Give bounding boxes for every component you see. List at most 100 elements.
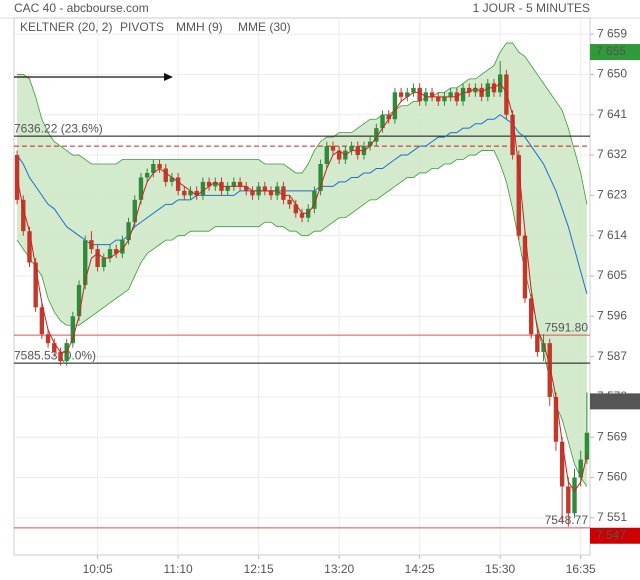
candle-body (194, 190, 199, 196)
y-tick-label: 7 560 (597, 470, 627, 484)
y-tick-label: 7 551 (597, 510, 627, 524)
candle-body (58, 352, 63, 362)
chart-title: CAC 40 - abcbourse.com (14, 1, 149, 15)
fib-label: 7585.53 (0.0%) (14, 348, 96, 362)
candle-body (163, 168, 168, 182)
candle-body (535, 334, 540, 353)
candle-body (528, 298, 534, 335)
candle-body (45, 334, 51, 344)
candle-body (398, 92, 404, 97)
candle-body (95, 249, 100, 268)
mmh-line (16, 82, 588, 492)
candle-body (132, 199, 137, 223)
x-tick-label: 13:20 (324, 562, 354, 576)
candle-body (522, 235, 528, 299)
candle-body (380, 114, 385, 129)
y-tick-label: 7 596 (597, 308, 627, 322)
candle-body (281, 186, 286, 200)
candle-body (287, 199, 292, 205)
x-tick-label: 16:35 (566, 562, 596, 576)
legend-entry: KELTNER (20, 2) (20, 20, 112, 34)
candle-body (553, 396, 559, 442)
candle-body (182, 190, 187, 196)
legend-entry: MMH (9) (176, 20, 223, 34)
y-tick-label: 7 623 (597, 188, 627, 202)
candle-body (206, 181, 212, 187)
candle-body (138, 177, 144, 200)
candle-body (374, 128, 379, 142)
mme-line (16, 114, 588, 295)
candle-body (169, 177, 175, 182)
candle-body (39, 307, 45, 335)
y-tick-label: 7 614 (597, 228, 627, 242)
candle-body (107, 249, 113, 259)
candle-body (485, 83, 491, 97)
candle-body (473, 87, 478, 93)
y-tick-label: 7 569 (597, 429, 627, 443)
candle-body (52, 343, 57, 353)
candle-body (324, 146, 329, 165)
legend-entry: MME (30) (238, 20, 291, 34)
level-label: 7591.80 (545, 320, 589, 334)
candle-body (516, 155, 521, 236)
candle-body (392, 92, 398, 120)
candle-body (411, 87, 416, 93)
keltner-band (17, 43, 587, 487)
candle-body (299, 213, 305, 218)
candle-body (436, 96, 441, 102)
arrow-head (164, 73, 173, 81)
candle-body (144, 172, 150, 178)
candle-body (83, 240, 88, 285)
candle-body (101, 258, 107, 268)
trend-arrow (14, 73, 173, 81)
candle-body (318, 164, 323, 191)
candle-body (584, 432, 590, 460)
x-tick-label: 15:30 (485, 562, 515, 576)
candle-body (429, 92, 435, 97)
candle-body (547, 343, 552, 397)
y-tick-label: 7 650 (597, 67, 627, 81)
price-box-label: 7 577 (596, 394, 626, 408)
candle-body (367, 141, 373, 147)
x-tick-label: 14:25 (405, 562, 435, 576)
candle-body (244, 186, 249, 191)
candle-body (151, 164, 156, 173)
level-label: 7548.77 (545, 513, 589, 527)
y-tick-label: 7 632 (597, 147, 627, 161)
candle-body (237, 181, 243, 187)
candle-body (250, 190, 255, 196)
candle-body (188, 190, 193, 196)
candle-body (330, 146, 336, 151)
candle-body (293, 204, 299, 214)
candle-body (200, 181, 206, 196)
candle-body (21, 199, 26, 232)
y-tick-label: 7 605 (597, 268, 627, 282)
candle-body (70, 316, 76, 344)
y-tick-label: 7 587 (597, 349, 627, 363)
candle-body (157, 164, 162, 169)
candle-body (578, 459, 583, 478)
candle-body (126, 222, 131, 241)
legend-entry: PIVOTS (120, 20, 164, 34)
price-box-label: 7 655 (596, 44, 626, 58)
y-tick-label: 7 659 (597, 26, 627, 40)
candle-body (175, 177, 181, 191)
x-tick-label: 11:10 (164, 562, 193, 576)
candle-body (386, 114, 391, 120)
candle-body (510, 114, 515, 156)
candle-body (405, 92, 410, 97)
fib-label: 7636.22 (23.6%) (14, 121, 103, 135)
candle-body (504, 74, 509, 115)
keltner-upper (17, 42, 588, 205)
candle-body (268, 190, 274, 196)
candle-body (448, 92, 453, 97)
candle-body (541, 343, 546, 353)
keltner-lower (16, 150, 588, 487)
candle-body (231, 181, 237, 187)
candle-body (113, 249, 119, 254)
chart-subtitle: 1 JOUR - 5 MINUTES (473, 1, 590, 15)
x-tick-label: 12:15 (244, 562, 274, 576)
candle-body (442, 96, 447, 102)
